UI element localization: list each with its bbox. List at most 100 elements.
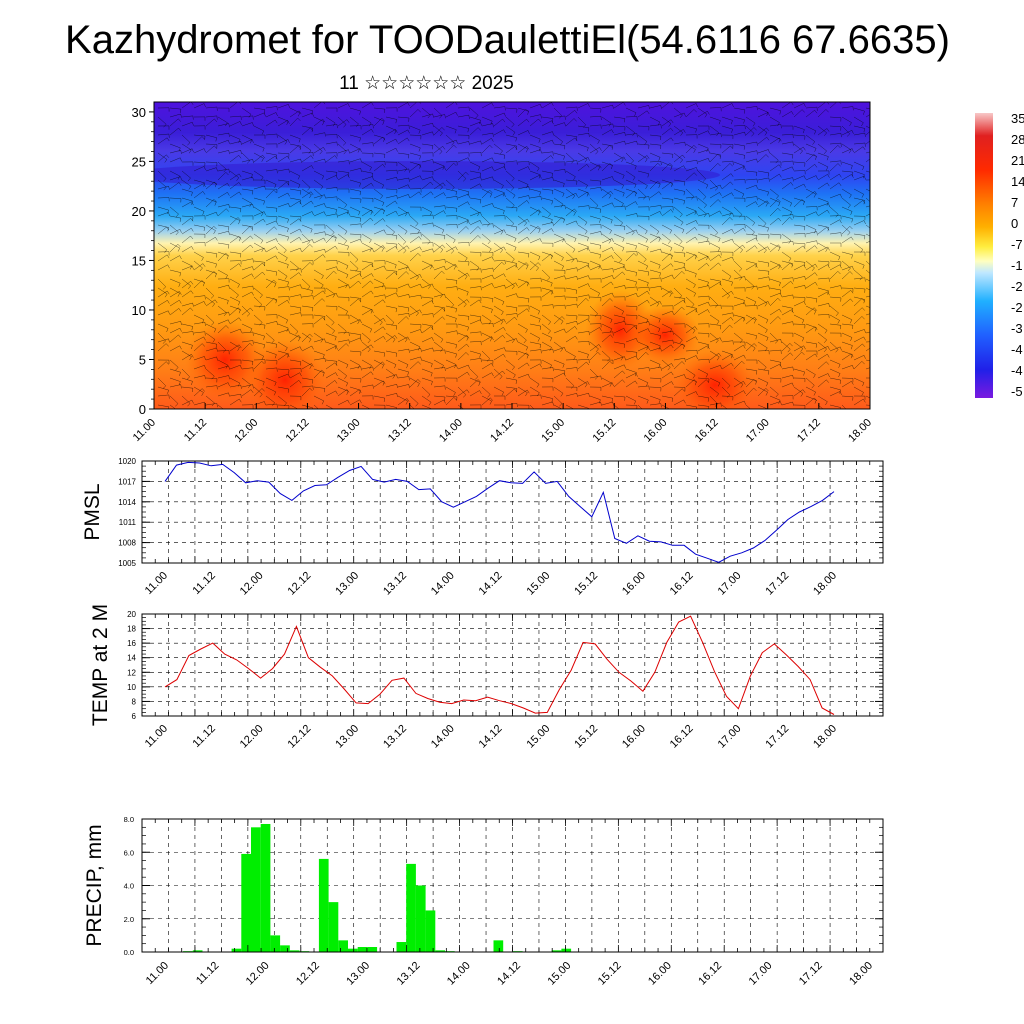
x-tick-label: 13.00 <box>344 960 372 988</box>
y-tick-label: 1014 <box>118 498 136 507</box>
x-tick-label: 11.00 <box>143 570 170 597</box>
precip-bar <box>251 827 261 952</box>
precip-bar <box>270 935 281 952</box>
precip-bar <box>396 942 407 952</box>
y-tick-label: 5 <box>139 352 146 367</box>
y-tick-label: 10 <box>132 303 146 318</box>
colorbar <box>975 113 993 398</box>
x-tick-label: 13.12 <box>381 570 409 598</box>
x-tick-label: 17.00 <box>716 570 744 598</box>
colorbar-label: -7 <box>1011 237 1023 252</box>
x-tick-label: 15.12 <box>596 960 624 988</box>
x-tick-label: 14.12 <box>477 570 505 598</box>
precip-bar <box>406 863 416 952</box>
precip-axis-label: PRECIP, mm <box>83 824 106 946</box>
y-tick-label: 14 <box>127 654 136 663</box>
x-tick-label: 16.12 <box>668 723 696 751</box>
precip-bar <box>415 885 426 952</box>
y-tick-label: 15 <box>132 253 146 268</box>
x-tick-label: 12.00 <box>238 570 266 598</box>
precip-bar <box>318 858 329 952</box>
colorbar-label: 0 <box>1011 216 1018 231</box>
precip-bar <box>348 948 358 952</box>
precip-bar <box>280 945 290 952</box>
colorbar-label: -2 <box>1011 279 1023 294</box>
x-tick-label: 14.00 <box>445 960 473 988</box>
warm-core <box>630 305 700 365</box>
y-tick-label: 8.0 <box>124 815 134 824</box>
x-tick-label: 12.00 <box>244 960 272 988</box>
x-tick-label: 11.12 <box>191 570 218 597</box>
precip-bar <box>231 948 242 952</box>
y-tick-label: 6 <box>132 712 137 721</box>
x-tick-label: 11.00 <box>143 723 170 750</box>
x-tick-label: 15.00 <box>524 570 552 598</box>
precip-bar <box>338 940 348 952</box>
y-tick-label: 20 <box>132 204 146 219</box>
x-tick-label: 14.12 <box>477 723 505 751</box>
x-tick-label: 12.12 <box>294 960 322 988</box>
warm-core <box>185 320 265 400</box>
x-tick-label: 12.00 <box>238 723 266 751</box>
precip-bar <box>561 948 572 952</box>
x-tick-label: 14.00 <box>429 723 457 751</box>
precip-bar <box>192 950 203 952</box>
x-tick-label: 14.12 <box>495 960 523 988</box>
x-tick-label: 17.00 <box>744 417 772 445</box>
x-tick-label: 18.00 <box>847 960 875 988</box>
precip-bar <box>435 950 445 952</box>
precip-bar <box>357 947 368 952</box>
x-tick-label: 15.12 <box>572 723 600 751</box>
x-tick-label: 12.12 <box>286 570 314 598</box>
x-tick-label: 17.12 <box>763 570 791 598</box>
y-tick-label: 12 <box>127 668 136 677</box>
colorbar-label: 14 <box>1011 174 1024 189</box>
y-tick-label: 1017 <box>118 477 136 486</box>
x-tick-label: 11.12 <box>194 960 221 987</box>
x-tick-label: 12.12 <box>284 417 312 445</box>
precip-bar <box>367 947 378 952</box>
x-tick-label: 13.12 <box>381 723 409 751</box>
x-tick-label: 14.00 <box>429 570 457 598</box>
x-tick-label: 15.00 <box>539 417 567 445</box>
precip-bar <box>425 910 436 952</box>
colorbar-label: 28 <box>1011 132 1024 147</box>
warm-core <box>245 340 325 409</box>
wind-barbs <box>157 102 870 409</box>
x-tick-label: 13.12 <box>386 417 414 445</box>
y-tick-label: 1008 <box>118 539 136 548</box>
y-tick-label: 0 <box>139 402 146 417</box>
temp-axis-label: TEMP at 2 M <box>89 604 112 726</box>
precip-bar <box>551 950 562 952</box>
x-tick-label: 11.00 <box>144 960 171 987</box>
x-tick-label: 11.12 <box>191 723 218 750</box>
y-tick-label: 8 <box>132 697 137 706</box>
x-tick-label: 12.00 <box>232 417 260 445</box>
y-tick-label: 1005 <box>118 559 136 568</box>
x-tick-label: 16.00 <box>620 570 648 598</box>
colorbar-label: 35 <box>1011 111 1024 126</box>
y-tick-label: 6.0 <box>124 848 134 857</box>
x-tick-label: 16.12 <box>696 960 724 988</box>
precip-bar <box>260 823 271 952</box>
x-tick-label: 15.12 <box>590 417 618 445</box>
x-tick-label: 17.12 <box>797 960 825 988</box>
x-tick-label: 13.00 <box>333 723 361 751</box>
x-tick-label: 17.00 <box>716 723 744 751</box>
y-tick-label: 20 <box>127 610 136 619</box>
x-tick-label: 17.00 <box>747 960 775 988</box>
colorbar-label: -5 <box>1011 384 1023 399</box>
x-tick-label: 15.00 <box>524 723 552 751</box>
x-tick-label: 14.00 <box>437 417 465 445</box>
y-tick-label: 2.0 <box>124 915 134 924</box>
x-tick-label: 13.12 <box>395 960 423 988</box>
x-tick-label: 16.12 <box>668 570 696 598</box>
x-tick-label: 18.00 <box>846 417 874 445</box>
series-line <box>164 615 835 715</box>
y-tick-label: 10 <box>127 683 136 692</box>
precip-bar <box>493 940 504 952</box>
precip-bar <box>328 902 339 952</box>
colorbar-label: 7 <box>1011 195 1018 210</box>
cold-band <box>154 161 720 189</box>
